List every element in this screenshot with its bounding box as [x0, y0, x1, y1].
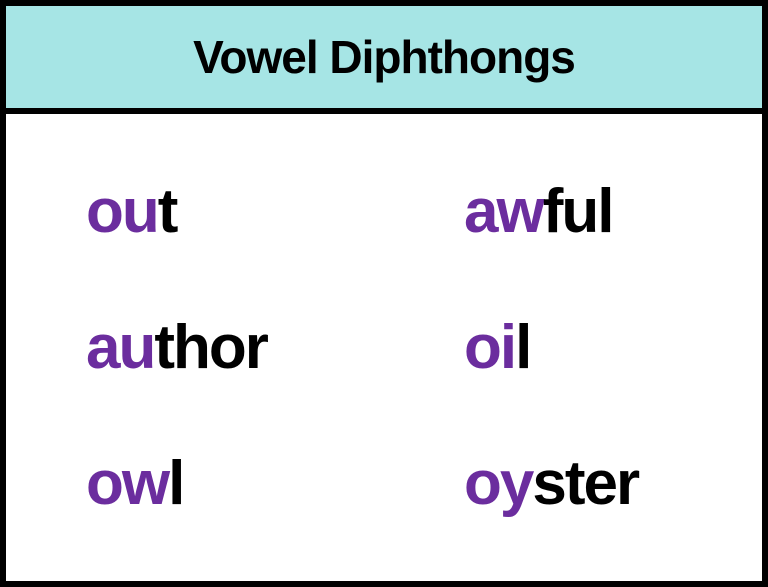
word-rest: ster: [532, 448, 638, 519]
diphthong-part: oi: [464, 312, 515, 383]
word-rest: l: [168, 448, 183, 519]
diphthong-part: ow: [86, 448, 168, 519]
header-bar: Vowel Diphthongs: [6, 6, 762, 114]
page-title: Vowel Diphthongs: [6, 30, 762, 84]
word-item: out: [6, 176, 384, 247]
diphthong-part: ou: [86, 176, 158, 247]
word-item: awful: [384, 176, 762, 247]
word-item: oil: [384, 312, 762, 383]
word-item: owl: [6, 448, 384, 519]
word-rest: thor: [154, 312, 267, 383]
word-item: oyster: [384, 448, 762, 519]
diphthong-part: aw: [464, 176, 543, 247]
word-item: author: [6, 312, 384, 383]
card-container: Vowel Diphthongs out awful author oil ow…: [0, 0, 768, 587]
word-rest: l: [515, 312, 530, 383]
word-rest: ful: [543, 176, 613, 247]
word-rest: t: [158, 176, 177, 247]
word-grid: out awful author oil owl oyster: [6, 114, 762, 581]
diphthong-part: oy: [464, 448, 532, 519]
diphthong-part: au: [86, 312, 154, 383]
